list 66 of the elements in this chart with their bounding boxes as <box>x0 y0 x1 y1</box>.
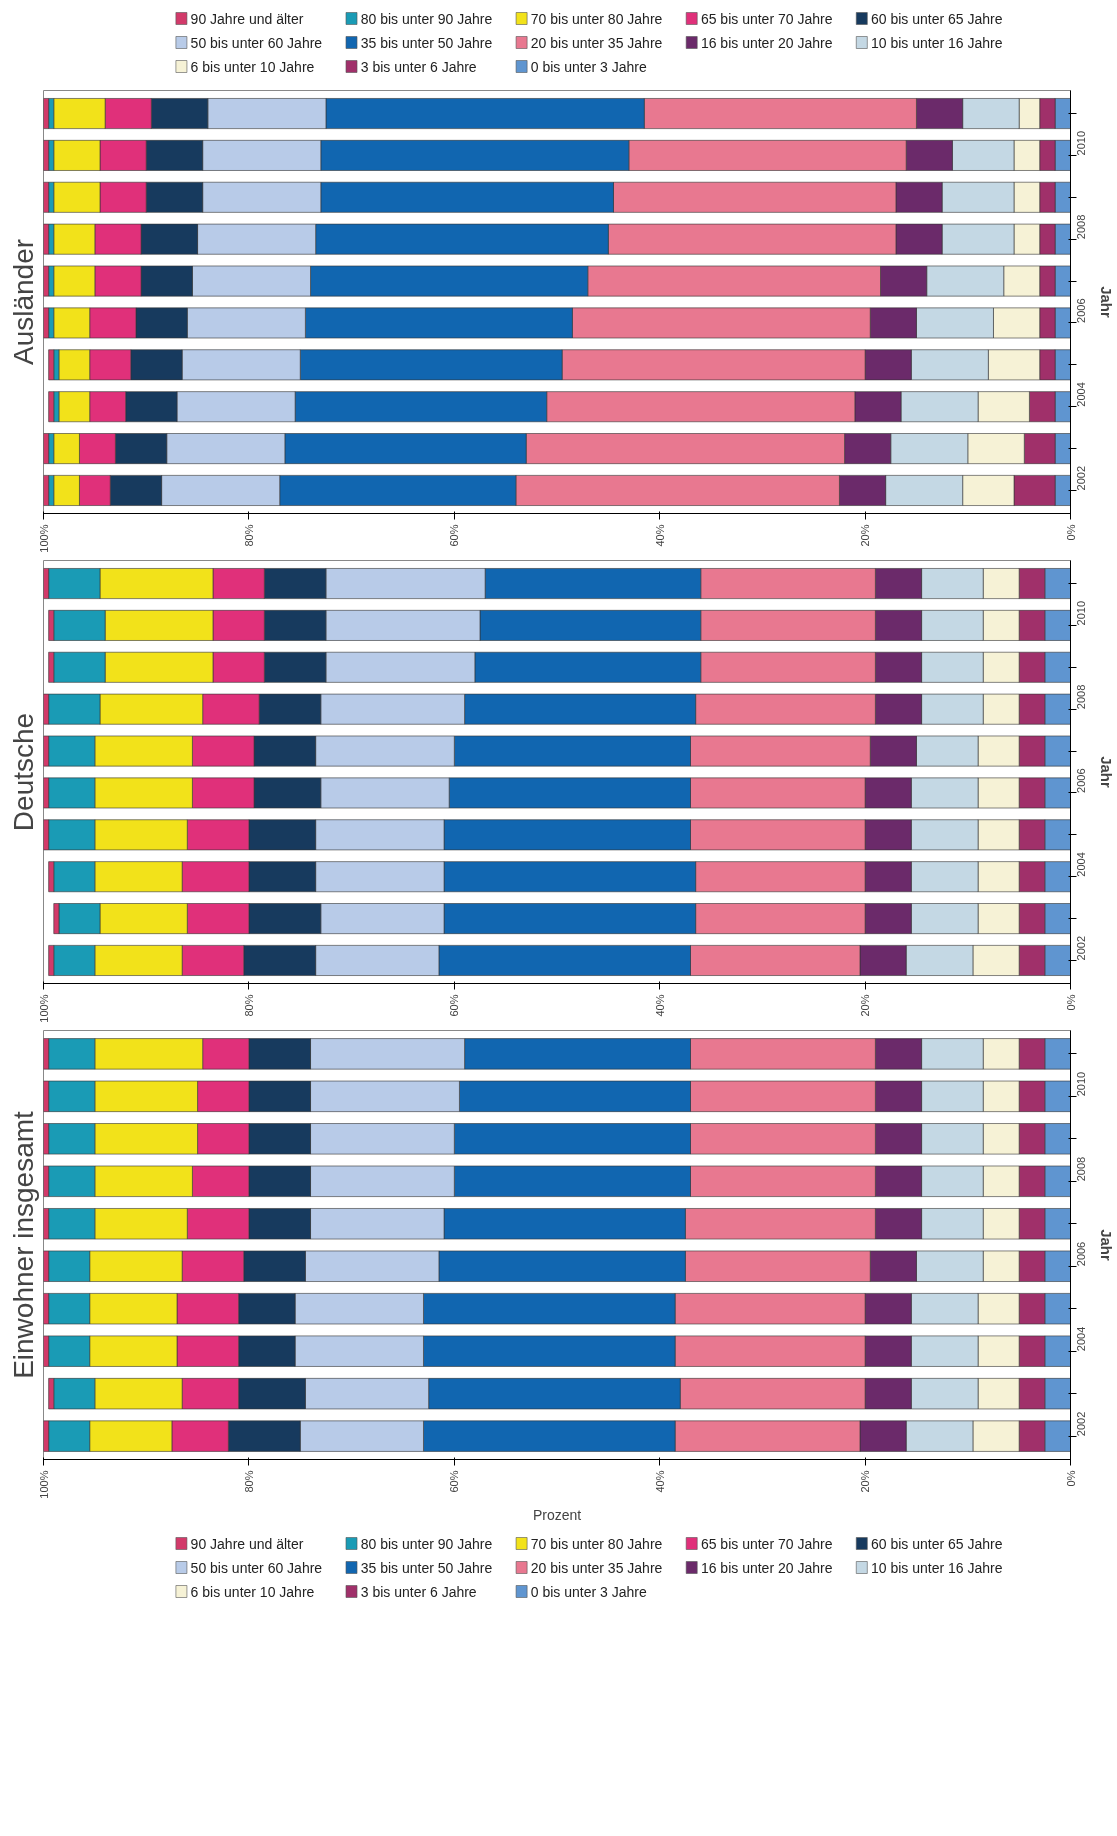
y-axis-title: Jahr <box>1097 1229 1115 1261</box>
x-axis-title: Prozent <box>532 1506 582 1523</box>
y-tick-label: 2010 <box>1075 130 1088 156</box>
legend-label: 20 bis unter 35 Jahre <box>530 34 663 51</box>
y-tick-label: 2006 <box>1075 1241 1088 1267</box>
x-tick-label: 40% <box>653 1470 666 1493</box>
y-tick-label: 2004 <box>1075 382 1088 407</box>
y-tick-label: 2008 <box>1075 684 1088 710</box>
legend-label: 70 bis unter 80 Jahre <box>530 1535 663 1552</box>
y-tick-label: 2002 <box>1075 1411 1088 1437</box>
legend-label: 3 bis unter 6 Jahre <box>360 58 477 75</box>
x-tick-label: 0% <box>1064 524 1077 541</box>
legend-label: 60 bis unter 65 Jahre <box>870 1535 1003 1552</box>
legend-label: 20 bis unter 35 Jahre <box>530 1559 663 1576</box>
x-tick-label: 20% <box>859 1470 872 1493</box>
legend-label: 90 Jahre und älter <box>190 10 304 27</box>
legend-label: 10 bis unter 16 Jahre <box>870 1559 1003 1576</box>
legend-label: 0 bis unter 3 Jahre <box>530 1583 647 1600</box>
legend-label: 70 bis unter 80 Jahre <box>530 10 663 27</box>
x-tick-label: 60% <box>448 524 461 547</box>
x-tick-label: 40% <box>653 994 666 1017</box>
y-tick-label: 2004 <box>1075 852 1088 877</box>
legend-label: 65 bis unter 70 Jahre <box>700 10 833 27</box>
x-tick-label: 100% <box>37 994 50 1023</box>
y-tick-label: 2002 <box>1075 465 1088 491</box>
x-tick-label: 20% <box>859 524 872 547</box>
legend-label: 35 bis unter 50 Jahre <box>360 34 493 51</box>
legend-label: 3 bis unter 6 Jahre <box>360 1583 477 1600</box>
y-tick-label: 2002 <box>1075 935 1088 961</box>
legend-label: 80 bis unter 90 Jahre <box>360 10 493 27</box>
y-tick-label: 2004 <box>1075 1326 1088 1352</box>
legend-label: 6 bis unter 10 Jahre <box>190 58 315 75</box>
text: Deutsche <box>7 712 39 832</box>
y-axis-title: Jahr <box>1097 286 1115 318</box>
legend-label: 16 bis unter 20 Jahre <box>700 1559 833 1576</box>
x-tick-label: 80% <box>242 1470 255 1493</box>
x-tick-label: 100% <box>37 1470 50 1499</box>
y-tick-label: 2006 <box>1075 768 1088 793</box>
y-axis-title: Jahr <box>1097 756 1115 788</box>
legend-label: 50 bis unter 60 Jahre <box>190 34 323 51</box>
x-tick-label: 0% <box>1064 994 1077 1011</box>
x-tick-label: 20% <box>859 994 872 1017</box>
legend-label: 10 bis unter 16 Jahre <box>870 34 1003 51</box>
legend-label: 0 bis unter 3 Jahre <box>530 58 647 75</box>
legend-label: 50 bis unter 60 Jahre <box>190 1559 323 1576</box>
legend-label: 6 bis unter 10 Jahre <box>190 1583 315 1600</box>
legend-label: 80 bis unter 90 Jahre <box>360 1535 493 1552</box>
x-tick-label: 0% <box>1064 1470 1077 1487</box>
legend-label: 60 bis unter 65 Jahre <box>870 10 1003 27</box>
x-tick-label: 80% <box>242 524 255 547</box>
y-tick-label: 2010 <box>1075 600 1088 626</box>
legend-label: 90 Jahre und älter <box>190 1535 304 1552</box>
x-tick-label: 80% <box>242 994 255 1017</box>
y-tick-label: 2006 <box>1075 298 1088 323</box>
text: Ausländer <box>7 238 39 366</box>
y-tick-label: 2008 <box>1075 1156 1088 1182</box>
y-tick-label: 2008 <box>1075 214 1088 240</box>
x-tick-label: 100% <box>37 524 50 553</box>
x-tick-label: 60% <box>448 1470 461 1493</box>
legend-label: 16 bis unter 20 Jahre <box>700 34 833 51</box>
legend-label: 35 bis unter 50 Jahre <box>360 1559 493 1576</box>
legend-label: 65 bis unter 70 Jahre <box>700 1535 833 1552</box>
y-tick-label: 2010 <box>1075 1071 1088 1097</box>
x-tick-label: 60% <box>448 994 461 1017</box>
text: Einwohner insgesamt <box>7 1110 39 1379</box>
x-tick-label: 40% <box>653 524 666 547</box>
